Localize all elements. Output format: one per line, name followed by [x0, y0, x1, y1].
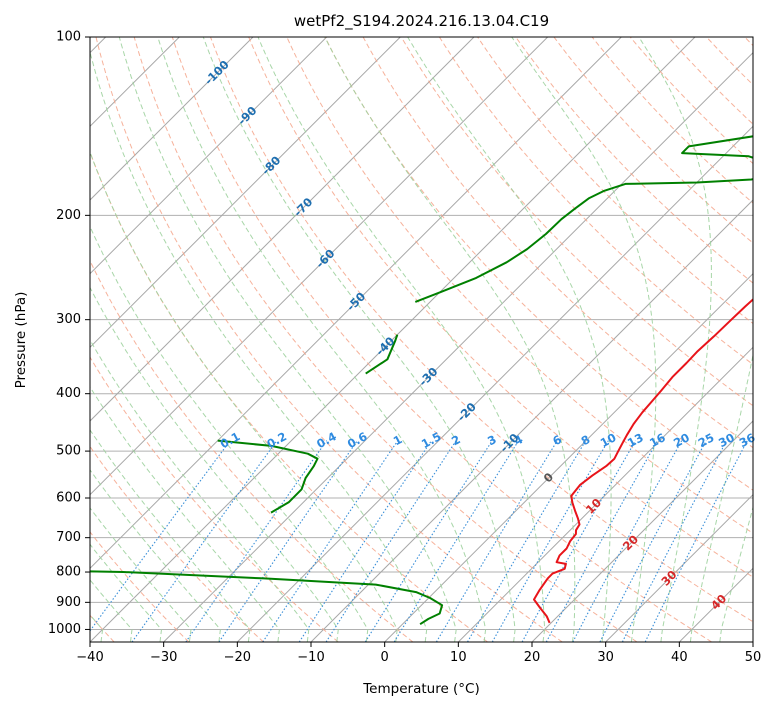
- x-tick-label: 20: [524, 650, 541, 665]
- x-tick-label: 40: [671, 650, 688, 665]
- y-tick-label: 100: [56, 30, 81, 45]
- mixing-ratio-line: [435, 440, 558, 642]
- dry-adiabat-line: [133, 37, 638, 642]
- dry-adiabat-line: [210, 37, 753, 623]
- mixing-ratio-line: [131, 440, 278, 642]
- x-axis-ticks: −40 −30 −20 −10 0 10 20 30 40 50: [76, 642, 761, 665]
- green-profile-line: [217, 439, 319, 514]
- dry-adiabat-line: [90, 356, 339, 642]
- dry-adiabat-line: [477, 37, 753, 325]
- dry-adiabat-line: [438, 37, 753, 366]
- moist-adiabat-line: [511, 37, 657, 642]
- isotherm-line: [457, 346, 753, 642]
- y-tick-label: 800: [56, 565, 81, 580]
- moist-adiabat-line: [90, 50, 428, 642]
- moist-adiabat-line: [90, 385, 280, 642]
- moist-adiabat-line: [257, 37, 546, 642]
- mixing-ratio-line: [185, 440, 328, 642]
- green-profile-line: [90, 570, 444, 626]
- moist-adiabat-line: [638, 37, 712, 642]
- isotherm-line: [90, 37, 401, 349]
- isotherm-line: [90, 37, 475, 422]
- y-tick-label: 700: [56, 530, 81, 545]
- x-tick-label: −30: [150, 650, 177, 665]
- y-tick-label: 200: [56, 208, 81, 223]
- moist-adiabat-line: [90, 429, 251, 642]
- mixing-ratio-label: 20: [671, 430, 692, 450]
- isotherm-line: [90, 37, 549, 496]
- isotherm-line: [90, 37, 696, 642]
- mixing-ratio-line: [644, 440, 748, 642]
- y-tick-label: 1000: [48, 622, 81, 637]
- mixing-ratio-line: [491, 440, 609, 642]
- mixing-ratio-label: 16: [647, 430, 668, 450]
- isotherm-line: [605, 493, 753, 642]
- dry-adiabat-line: [95, 37, 563, 642]
- mixing-ratio-label: 25: [696, 430, 717, 450]
- x-tick-label: −20: [224, 650, 251, 665]
- x-tick-label: −40: [76, 650, 103, 665]
- mixing-ratio-line: [325, 440, 457, 642]
- isotherm-line: [90, 37, 622, 570]
- dry-adiabat-line: [400, 37, 753, 407]
- dry-adiabat-line: [362, 37, 753, 449]
- y-tick-label: 500: [56, 444, 81, 459]
- moist-adiabat-line: [157, 37, 487, 642]
- mixing-ratio-label: 13: [625, 430, 646, 450]
- mixing-ratio-line: [218, 440, 358, 642]
- temperature-profile-line: [533, 298, 753, 624]
- series-layer: [90, 135, 753, 626]
- mixing-ratio-label: 36: [737, 430, 758, 450]
- dry-adiabat-line: [90, 259, 414, 642]
- y-axis-label: Pressure (hPa): [13, 292, 29, 389]
- green-profile-line: [365, 334, 399, 375]
- dry-adiabat-line: [553, 37, 753, 244]
- x-tick-label: 10: [450, 650, 467, 665]
- mixing-ratio-line: [393, 440, 520, 642]
- mixing-ratio-line: [364, 440, 493, 642]
- dry-adiabat-line: [286, 37, 753, 534]
- y-tick-label: 900: [56, 595, 81, 610]
- moist-adiabat-line: [324, 37, 576, 642]
- green-profile-line: [414, 135, 753, 303]
- mixing-ratio-line: [467, 440, 587, 642]
- dry-adiabat-line: [171, 37, 712, 642]
- grid-layer: [90, 37, 753, 642]
- moist-adiabat-line: [719, 505, 753, 642]
- moist-adiabat-line: [90, 150, 398, 642]
- x-tick-label: 50: [745, 650, 762, 665]
- moist-adiabat-line: [90, 507, 192, 642]
- mixing-ratio-label: 10: [598, 430, 619, 450]
- x-tick-label: 0: [381, 650, 389, 665]
- isotherm-line: [90, 37, 328, 275]
- x-tick-label: −10: [297, 650, 324, 665]
- plot-frame: [89, 36, 754, 643]
- dry-adiabat-line: [248, 37, 753, 578]
- mixing-ratio-label: 30: [716, 430, 737, 450]
- dry-adiabat-line: [591, 37, 753, 204]
- dry-adiabat-line: [90, 531, 190, 642]
- y-tick-label: 600: [56, 491, 81, 506]
- moist-adiabat-line: [90, 469, 221, 642]
- moist-adiabat-line: [90, 339, 310, 642]
- x-tick-label: 30: [597, 650, 614, 665]
- isotherm-line: [163, 51, 753, 642]
- mixing-ratio-line: [621, 440, 728, 642]
- chart-title: wetPf2_S194.2024.216.13.04.C19: [294, 12, 549, 31]
- y-tick-label: 400: [56, 386, 81, 401]
- y-axis-ticks: 100 200 300 400 500 600 700 800 900 1000: [48, 30, 90, 637]
- isotherm-line: [531, 420, 753, 642]
- moist-adiabat-line: [118, 37, 457, 642]
- y-tick-label: 300: [56, 312, 81, 327]
- isotherm-line: [90, 37, 254, 201]
- moist-adiabat-line: [90, 225, 369, 642]
- mixing-ratio-line: [599, 440, 707, 642]
- mixing-ratio-line: [298, 440, 432, 642]
- x-axis-label: Temperature (°C): [362, 681, 480, 697]
- isotherm-line: [384, 272, 753, 642]
